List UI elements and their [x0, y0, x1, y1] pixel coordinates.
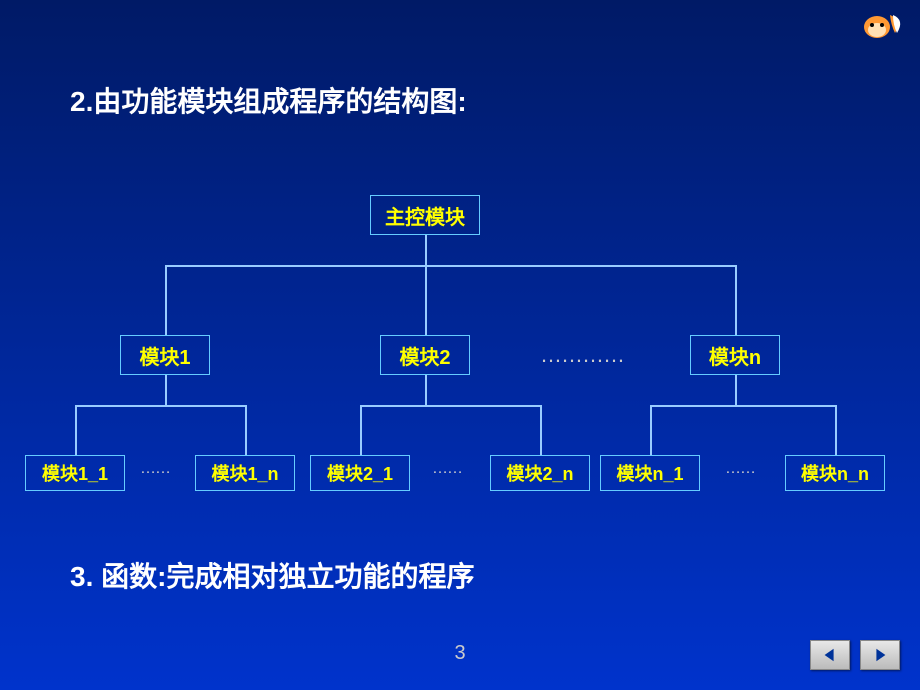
node-module1: 模块1	[120, 335, 210, 375]
connector	[425, 235, 427, 265]
dots-level1: …………	[540, 342, 624, 368]
page-number: 3	[0, 642, 920, 665]
dots-leaf-a: ……	[140, 460, 170, 478]
connector	[165, 265, 735, 267]
node-module1-1: 模块1_1	[25, 455, 125, 491]
connector	[360, 405, 362, 455]
connector	[540, 405, 542, 455]
next-icon	[871, 646, 889, 664]
node-modulen-n: 模块n_n	[785, 455, 885, 491]
connector	[735, 375, 737, 405]
connector	[360, 405, 540, 407]
heading-3: 3. 函数:完成相对独立功能的程序	[70, 555, 474, 595]
connector	[835, 405, 837, 455]
prev-icon	[821, 646, 839, 664]
connector	[165, 265, 167, 335]
connector	[650, 405, 652, 455]
connector	[245, 405, 247, 455]
nav-controls	[810, 640, 900, 670]
node-module1-n: 模块1_n	[195, 455, 295, 491]
connector	[165, 375, 167, 405]
prev-button[interactable]	[810, 640, 850, 670]
connector	[75, 405, 245, 407]
node-modulen: 模块n	[690, 335, 780, 375]
node-module2: 模块2	[380, 335, 470, 375]
connector	[75, 405, 77, 455]
node-root: 主控模块	[370, 195, 480, 235]
node-module2-n: 模块2_n	[490, 455, 590, 491]
heading-2: 2.由功能模块组成程序的结构图:	[70, 80, 467, 120]
connector	[425, 375, 427, 405]
connector	[735, 265, 737, 335]
connector	[650, 405, 835, 407]
node-modulen-1: 模块n_1	[600, 455, 700, 491]
dots-leaf-b: ……	[432, 460, 462, 478]
next-button[interactable]	[860, 640, 900, 670]
connector	[425, 265, 427, 335]
mascot-icon	[855, 5, 905, 45]
dots-leaf-c: ……	[725, 460, 755, 478]
node-module2-1: 模块2_1	[310, 455, 410, 491]
